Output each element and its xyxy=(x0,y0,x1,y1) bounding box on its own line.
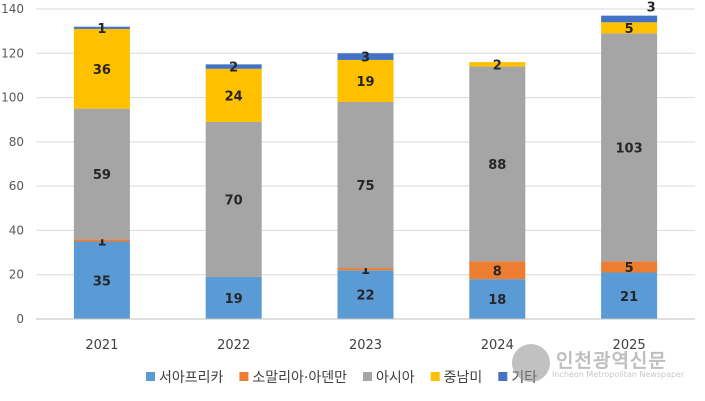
data-label-2021-3: 36 xyxy=(93,63,111,78)
bar-segment-2025-2 xyxy=(601,33,658,262)
bar-segment-2023-0 xyxy=(337,270,394,319)
bar-segment-2023-4 xyxy=(337,53,394,60)
data-label-2024-1: 8 xyxy=(493,264,502,279)
legend-swatch-3 xyxy=(430,372,440,381)
data-label-2025-0: 21 xyxy=(620,290,638,305)
bar-segment-2023-3 xyxy=(337,59,394,102)
x-tick-label-2023: 2023 xyxy=(349,338,382,353)
watermark-subtext: Incheon Metropolitan Newspaper xyxy=(552,370,685,379)
bar-segment-2024-0 xyxy=(469,279,526,319)
bar-segment-2021-3 xyxy=(73,28,130,109)
bar-segment-2024-2 xyxy=(469,66,526,262)
bar-segment-2024-1 xyxy=(469,261,526,280)
bar-segment-2025-3 xyxy=(601,22,658,34)
data-label-2022-2: 70 xyxy=(225,193,243,208)
bar-segment-2022-2 xyxy=(205,121,262,277)
y-tick-label-120: 120 xyxy=(1,46,24,60)
data-label-2025-3: 5 xyxy=(625,22,634,37)
y-tick-label-0: 0 xyxy=(16,312,24,326)
data-label-2025-1: 5 xyxy=(625,261,634,276)
bar-segment-2021-0 xyxy=(73,241,130,319)
newspaper-seal-icon xyxy=(512,344,550,382)
watermark-logo: 인천광역신문 Incheon Metropolitan Newspaper xyxy=(512,342,692,386)
x-tick-label-2021: 2021 xyxy=(85,338,118,353)
x-tick-label-2022: 2022 xyxy=(217,338,250,353)
bar-segment-2021-4 xyxy=(73,26,130,29)
data-label-2021-2: 59 xyxy=(93,168,111,183)
legend-label-0: 서아프리카 xyxy=(159,370,224,386)
legend-label-3: 중남미 xyxy=(444,370,483,386)
bar-segment-2021-1 xyxy=(73,239,130,242)
data-label-2023-4: 3 xyxy=(361,51,370,66)
bar-segment-2021-2 xyxy=(73,108,130,240)
data-label-2021-4: 1 xyxy=(97,22,106,37)
data-label-2024-2: 88 xyxy=(488,158,506,173)
data-label-2025-4: 3 xyxy=(647,1,656,16)
legend-label-2: 아시아 xyxy=(376,370,415,386)
legend-label-1: 소말리아·아덴만 xyxy=(252,370,347,386)
bar-segment-2023-2 xyxy=(337,102,394,269)
bar-segment-2022-4 xyxy=(205,64,262,69)
legend-swatch-0 xyxy=(146,372,155,381)
bars: 35159361190702422217519318888221510353 xyxy=(73,1,658,319)
x-tick-label-2024: 2024 xyxy=(481,338,514,353)
data-label-2024-0: 18 xyxy=(488,293,506,308)
data-label-2023-2: 75 xyxy=(356,179,374,194)
data-label-2022-0: 19 xyxy=(225,292,243,307)
data-label-2022-4: 2 xyxy=(229,61,238,76)
y-tick-label-140: 140 xyxy=(1,2,24,16)
bar-segment-2025-1 xyxy=(601,261,658,273)
data-label-2022-3: 24 xyxy=(225,89,243,104)
data-label-2023-1: 1 xyxy=(361,263,370,278)
y-tick-label-40: 40 xyxy=(9,223,24,237)
bar-segment-2022-3 xyxy=(205,68,262,122)
bar-segment-2024-3 xyxy=(469,62,526,67)
watermark-text: 인천광역신문 xyxy=(556,350,667,372)
y-tick-label-20: 20 xyxy=(9,268,24,282)
data-label-2023-3: 19 xyxy=(356,75,374,90)
data-label-2023-0: 22 xyxy=(356,289,374,304)
data-label-2021-0: 35 xyxy=(93,274,111,289)
data-label-2021-1: 1 xyxy=(97,234,106,249)
legend-swatch-4 xyxy=(498,372,508,381)
data-label-2024-3: 2 xyxy=(493,58,502,73)
y-axis: 0 20 40 60 80 100 120 140 xyxy=(1,2,24,326)
bar-segment-2025-4 xyxy=(601,15,658,23)
bar-segment-2022-0 xyxy=(205,276,262,319)
y-tick-label-100: 100 xyxy=(1,91,24,105)
bar-segment-2023-1 xyxy=(337,268,394,271)
legend-swatch-1 xyxy=(239,372,249,381)
x-tick-label-2025: 2025 xyxy=(613,338,646,353)
y-tick-label-60: 60 xyxy=(9,179,24,193)
x-axis: 2021 2022 2023 2024 2025 xyxy=(36,318,695,353)
y-tick-label-80: 80 xyxy=(9,135,24,149)
bar-segment-2025-0 xyxy=(601,272,658,319)
data-label-2025-2: 103 xyxy=(616,141,643,156)
legend-swatch-2 xyxy=(363,372,373,381)
